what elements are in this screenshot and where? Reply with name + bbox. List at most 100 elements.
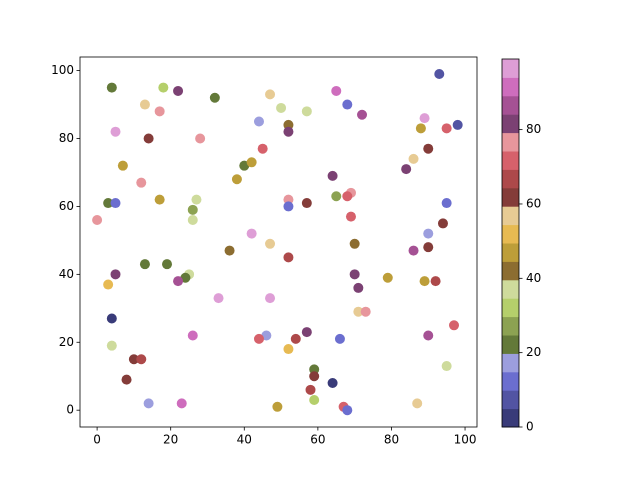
point [158, 82, 169, 93]
point [117, 160, 128, 171]
point [213, 293, 224, 304]
point [353, 282, 364, 293]
colorbar-tick-label: 0 [526, 420, 534, 434]
colorbar-segment [502, 95, 519, 115]
point [162, 259, 173, 270]
point [423, 330, 434, 341]
point [136, 354, 147, 365]
point [92, 215, 103, 226]
point [334, 333, 345, 344]
point [253, 333, 264, 344]
point [110, 198, 121, 209]
point [283, 252, 294, 263]
point [401, 164, 412, 175]
colorbar-segment [502, 187, 519, 207]
colorbar-segment [502, 114, 519, 134]
colorbar-frame [501, 58, 520, 428]
point [360, 306, 371, 317]
point [253, 116, 264, 127]
colorbar-tick-label: 80 [526, 122, 541, 136]
colorbar-segment [502, 371, 519, 391]
point [290, 333, 301, 344]
point [173, 276, 184, 287]
colorbar-segment [502, 335, 519, 354]
point [434, 68, 445, 79]
colorbar-segment [502, 353, 519, 373]
colorbar-segment [502, 243, 519, 262]
point [342, 405, 353, 416]
x-tick-label: 80 [384, 433, 399, 447]
point [154, 194, 165, 205]
point [257, 143, 268, 154]
y-tick-label: 80 [59, 131, 74, 145]
point [408, 245, 419, 256]
point [283, 344, 294, 355]
point [139, 259, 150, 270]
y-tick-label: 100 [51, 63, 74, 77]
point [415, 123, 426, 134]
point [187, 330, 198, 341]
colorbar-tick-label: 20 [526, 345, 541, 359]
colorbar-segment [502, 77, 519, 97]
point [143, 398, 154, 409]
point [441, 361, 452, 372]
point [449, 320, 460, 331]
point [106, 340, 117, 351]
point [419, 113, 430, 124]
point [265, 293, 276, 304]
colorbar-tick-label: 60 [526, 196, 541, 210]
point [103, 198, 114, 209]
point [408, 153, 419, 164]
point [110, 126, 121, 137]
point [441, 198, 452, 209]
colorbar-segment [502, 408, 519, 428]
point [345, 211, 356, 222]
colorbar-tick-label: 40 [526, 271, 541, 285]
point [265, 238, 276, 249]
point [121, 374, 132, 385]
point [441, 123, 452, 134]
colorbar-segment [502, 206, 519, 226]
point [283, 126, 294, 137]
point [106, 82, 117, 93]
colorbar-segment [502, 316, 519, 336]
point [423, 143, 434, 154]
point [342, 99, 353, 110]
point [301, 327, 312, 338]
point [272, 401, 283, 412]
colorbar-segment [502, 298, 519, 318]
x-tick-label: 40 [237, 433, 252, 447]
point [143, 133, 154, 144]
y-tick-label: 20 [59, 335, 74, 349]
point [276, 102, 287, 113]
point [136, 177, 147, 188]
y-tick-label: 60 [59, 199, 74, 213]
point [452, 119, 463, 130]
point [331, 191, 342, 202]
point [128, 354, 139, 365]
point [106, 313, 117, 324]
x-tick-label: 20 [163, 433, 178, 447]
point [246, 228, 257, 239]
y-tick-label: 0 [66, 403, 74, 417]
point [173, 85, 184, 96]
colorbar-segment [502, 169, 519, 189]
point [283, 201, 294, 212]
y-tick-label: 40 [59, 267, 74, 281]
point [423, 242, 434, 253]
point [187, 204, 198, 215]
point [265, 89, 276, 100]
point [209, 92, 220, 103]
point [305, 384, 316, 395]
point [301, 106, 312, 117]
point [419, 276, 430, 287]
x-tick-label: 60 [310, 433, 325, 447]
point [103, 279, 114, 290]
point [357, 109, 368, 120]
colorbar-segment [502, 261, 519, 281]
point [353, 306, 364, 317]
point [301, 198, 312, 209]
point [246, 157, 257, 168]
x-tick-label: 0 [93, 433, 101, 447]
